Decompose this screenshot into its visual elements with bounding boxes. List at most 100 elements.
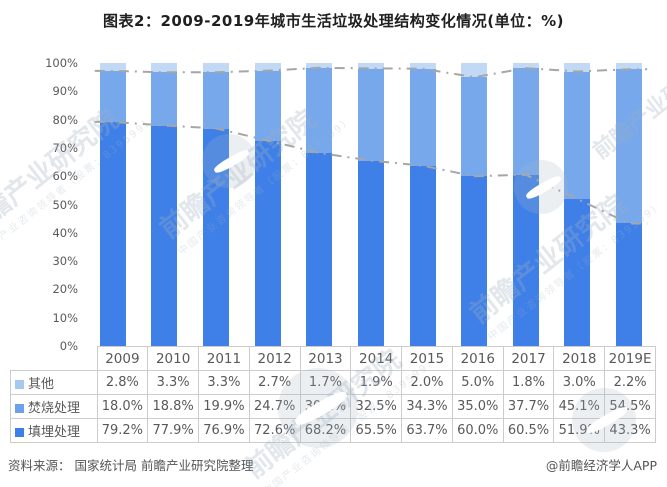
bar-segment-其他: [99, 63, 126, 71]
footer: 资料来源： 国家统计局 前瞻产业研究院整理 @前瞻经济学人APP: [8, 455, 657, 474]
table-value-cell: 19.9%: [198, 394, 250, 419]
bar-segment-填埋处理: [409, 165, 436, 346]
table-value-cell: 5.0%: [451, 370, 504, 395]
table-value-cell: 18.0%: [96, 394, 149, 419]
bar-segment-其他: [616, 63, 643, 70]
y-axis-tick: 0%: [59, 339, 78, 353]
chart-title: 图表2：2009-2019年城市生活垃圾处理结构变化情况(单位：%): [103, 12, 564, 30]
table-value-cell: 35.0%: [451, 394, 504, 419]
table-year-header: 2014: [350, 346, 403, 371]
y-axis-tick: 30%: [52, 254, 78, 269]
legend-swatch-焚烧处理: [15, 404, 24, 413]
bar-column-2013: [294, 63, 346, 346]
bar-segment-焚烧处理: [616, 69, 643, 224]
table-corner-cell: [11, 347, 98, 371]
bar-segment-其他: [151, 63, 178, 73]
bar-segment-其他: [254, 63, 281, 71]
legend-swatch-其他: [15, 380, 24, 389]
y-axis-tick: 10%: [52, 310, 78, 325]
table-value-cell: 3.0%: [553, 370, 606, 395]
table-value-cell: 30.1%: [299, 394, 352, 419]
table-value-cell: 3.3%: [147, 370, 200, 395]
table-value-cell: 60.0%: [451, 418, 504, 443]
bar-column-2015: [397, 63, 449, 346]
bar-column-2016: [448, 63, 500, 346]
table-value-cell: 43.3%: [604, 418, 656, 443]
bar-segment-其他: [306, 63, 333, 68]
table-row: 焚烧处理 18.0% 18.8% 19.9% 24.7% 30.1% 32.5% 34.3% 3…: [10, 394, 656, 419]
table-value-cell: 34.3%: [401, 394, 453, 419]
bar-segment-其他: [409, 63, 436, 69]
bar-column-2012: [242, 63, 294, 346]
table-value-cell: 2.0%: [401, 370, 453, 395]
bar-segment-焚烧处理: [306, 67, 333, 153]
data-table: 2009 2010 2011 2012 2013 2014 2015 2016 2017 2018…: [10, 346, 656, 443]
table-year-header: 2010: [147, 346, 200, 371]
table-value-cell: 18.8%: [147, 394, 200, 419]
bar-segment-其他: [203, 63, 230, 73]
table-value-cell: 60.5%: [502, 418, 555, 443]
bar-column-2018: [552, 63, 604, 346]
table-value-cell: 51.9%: [553, 418, 606, 443]
series-label: 填埋处理: [10, 418, 98, 443]
bar-segment-其他: [357, 63, 384, 69]
table-year-header: 2015: [401, 346, 453, 371]
y-axis-tick: 50%: [52, 197, 78, 212]
bar-column-2009: [87, 63, 139, 346]
bar-segment-焚烧处理: [461, 77, 488, 177]
table-value-cell: 77.9%: [147, 418, 200, 443]
y-axis-tick: 90%: [52, 84, 78, 99]
table-year-header: 2018: [553, 346, 606, 371]
y-axis: 100% 90% 80% 70% 60% 50% 40% 30% 20% 10% 0%: [0, 0, 80, 487]
table-value-cell: 2.8%: [96, 370, 149, 395]
table-value-cell: 54.5%: [604, 394, 656, 419]
table-value-cell: 65.5%: [350, 418, 403, 443]
bar-column-2019E: [603, 63, 655, 346]
table-value-cell: 24.7%: [248, 394, 301, 419]
table-value-cell: 3.3%: [198, 370, 250, 395]
bar-segment-填埋处理: [512, 174, 539, 346]
table-row: 其他 2.8% 3.3% 3.3% 2.7% 1.7% 1.9% 2.0% 5.0% 1.8% 3.…: [10, 370, 656, 395]
bar-column-2014: [345, 63, 397, 346]
table-value-cell: 1.9%: [350, 370, 403, 395]
table-value-cell: 32.5%: [350, 394, 403, 419]
bar-segment-填埋处理: [151, 125, 178, 346]
legend-swatch-填埋处理: [15, 428, 24, 437]
bar-segment-其他: [461, 63, 488, 78]
table-value-cell: 1.7%: [299, 370, 352, 395]
bar-column-2017: [500, 63, 552, 346]
table-year-header: 2017: [502, 346, 555, 371]
bar-segment-填埋处理: [461, 176, 488, 346]
table-value-cell: 45.1%: [553, 394, 606, 419]
bar-segment-其他: [512, 63, 539, 69]
y-axis-tick: 40%: [52, 225, 78, 240]
y-axis-tick: 100%: [45, 56, 78, 70]
bar-column-2010: [139, 63, 191, 346]
series-label: 其他: [10, 370, 98, 395]
table-value-cell: 68.2%: [299, 418, 352, 443]
data-table-body: 2009 2010 2011 2012 2013 2014 2015 2016 2017 2018…: [10, 346, 656, 443]
bar-segment-焚烧处理: [409, 68, 436, 166]
table-value-cell: 2.7%: [248, 370, 301, 395]
bar-segment-焚烧处理: [564, 71, 591, 200]
table-row: 填埋处理 79.2% 77.9% 76.9% 72.6% 68.2% 65.5% 63.7% 6…: [10, 418, 656, 443]
bar-segment-焚烧处理: [99, 70, 126, 122]
source-text: 资料来源： 国家统计局 前瞻产业研究院整理: [8, 458, 254, 473]
bar-segment-焚烧处理: [512, 68, 539, 175]
plot-area: [87, 63, 655, 346]
attribution-text: @前瞻经济学人APP: [545, 458, 657, 473]
bar-segment-填埋处理: [306, 153, 333, 346]
table-value-cell: 76.9%: [198, 418, 250, 443]
bar-segment-焚烧处理: [151, 72, 178, 126]
y-axis-tick: 60%: [52, 169, 78, 184]
y-axis-tick: 70%: [52, 140, 78, 155]
bar-segment-填埋处理: [616, 223, 643, 346]
table-year-header: 2013: [299, 346, 352, 371]
table-value-cell: 63.7%: [401, 418, 453, 443]
table-value-cell: 37.7%: [502, 394, 555, 419]
table-year-header: 2016: [451, 346, 504, 371]
series-label: 焚烧处理: [10, 394, 98, 419]
bar-column-2011: [190, 63, 242, 346]
y-axis-tick: 20%: [52, 282, 78, 297]
